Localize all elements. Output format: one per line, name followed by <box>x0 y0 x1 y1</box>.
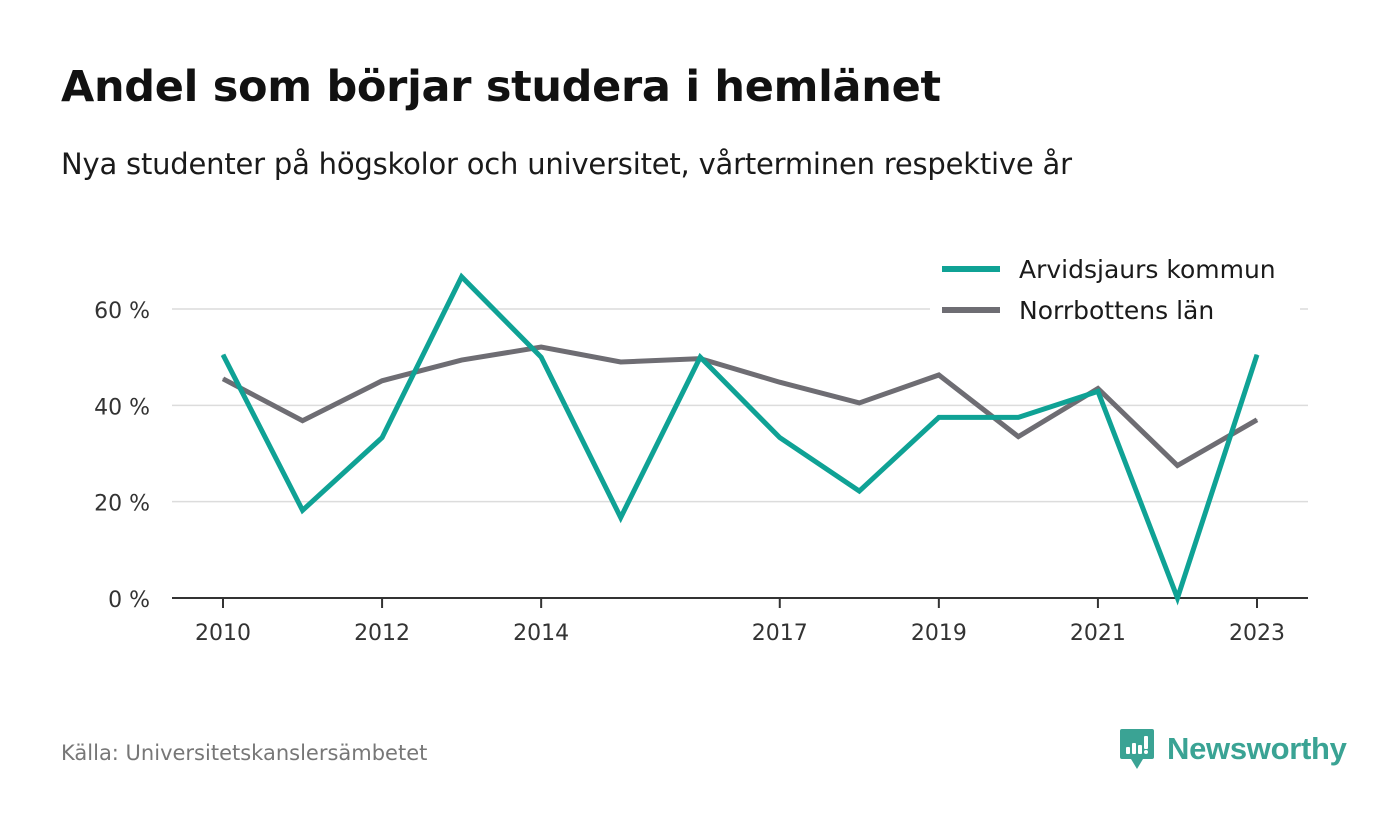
chart-title: Andel som börjar studera i hemlänet <box>61 62 941 112</box>
data-point <box>540 346 542 348</box>
data-point <box>381 437 383 439</box>
legend-label: Arvidsjaurs kommun <box>1019 255 1276 284</box>
data-point <box>1176 465 1178 467</box>
data-point <box>222 378 224 380</box>
data-point <box>1256 354 1258 356</box>
y-tick-label: 60 % <box>94 299 150 324</box>
data-point <box>222 354 224 356</box>
x-tick-label: 2014 <box>513 621 569 646</box>
data-point <box>461 276 463 278</box>
data-point <box>620 361 622 363</box>
newsworthy-logo-icon <box>1120 729 1154 769</box>
x-tick-label: 2017 <box>752 621 808 646</box>
legend: Arvidsjaurs kommun Norrbottens län <box>930 248 1300 332</box>
data-point <box>858 402 860 404</box>
data-point <box>1017 416 1019 418</box>
source-note: Källa: Universitetskanslersämbetet <box>61 741 428 765</box>
data-point <box>302 509 304 511</box>
series-lines <box>220 272 1260 606</box>
y-tick-label: 0 % <box>108 588 150 613</box>
data-point <box>620 517 622 519</box>
x-tick-label: 2010 <box>195 621 251 646</box>
x-tick-label: 2021 <box>1070 621 1126 646</box>
x-tick-label: 2023 <box>1229 621 1285 646</box>
x-tick-label: 2019 <box>911 621 967 646</box>
legend-label: Norrbottens län <box>1019 296 1214 325</box>
data-point <box>858 490 860 492</box>
data-point <box>938 374 940 376</box>
data-point <box>381 380 383 382</box>
data-point <box>1097 390 1099 392</box>
data-point <box>699 356 701 358</box>
data-point <box>461 359 463 361</box>
data-point <box>540 356 542 358</box>
data-point <box>1176 597 1178 599</box>
data-point <box>938 416 940 418</box>
data-point <box>302 420 304 422</box>
newsworthy-logo-text: Newsworthy <box>1167 731 1347 766</box>
data-point <box>1256 419 1258 421</box>
data-point <box>1017 436 1019 438</box>
legend-background <box>930 248 1300 332</box>
series-line <box>220 272 1260 606</box>
x-tick-label: 2012 <box>354 621 410 646</box>
newsworthy-logo[interactable]: Newsworthy <box>1119 727 1347 771</box>
y-tick-label: 40 % <box>94 395 150 420</box>
data-point <box>779 437 781 439</box>
y-tick-label: 20 % <box>94 492 150 517</box>
axes: 0 % 20 % 40 % 60 % 2010 2012 2014 2017 2019 2021 2… <box>94 299 1308 646</box>
chart-subtitle: Nya studenter på högskolor och universit… <box>61 147 1072 181</box>
data-point <box>779 381 781 383</box>
